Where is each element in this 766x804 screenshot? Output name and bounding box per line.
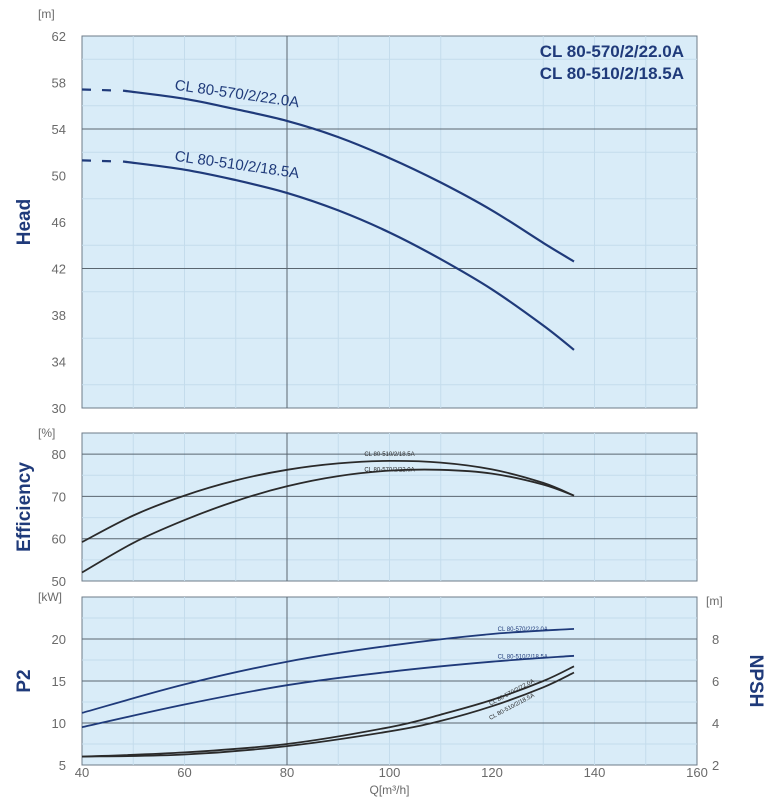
head-tick-label: 42: [52, 262, 66, 277]
npsh-tick-label: 2: [712, 758, 719, 773]
head-tick-label: 34: [52, 355, 66, 370]
p2-curve-1-label: CL 80-570/2/22.0A: [498, 627, 548, 633]
p2-tick-label: 10: [52, 716, 66, 731]
p2-curve-2: [81, 654, 575, 729]
npsh-tick-label: 8: [712, 632, 719, 647]
head-curve-1: [122, 89, 575, 263]
x-tick-label: 40: [75, 765, 89, 780]
head-tick-label: 58: [52, 76, 66, 91]
npsh-tick-label: 6: [712, 674, 719, 689]
head-curve-2-extrapolation: [81, 159, 122, 163]
efficiency-tick-label: 50: [52, 574, 66, 589]
x-tick-label: 120: [481, 765, 503, 780]
x-tick-label: 80: [280, 765, 294, 780]
p2-axis-label: P2: [14, 669, 35, 692]
efficiency-tick-label: 80: [52, 447, 66, 462]
x-tick-label: 100: [379, 765, 401, 780]
efficiency-curve-1: [81, 459, 575, 543]
x-tick-label: 60: [177, 765, 191, 780]
npsh-axis-label: NPSH: [745, 655, 766, 708]
p2-tick-label: 15: [52, 674, 66, 689]
efficiency-curve-2: [81, 468, 575, 574]
x-tick-label: 160: [686, 765, 708, 780]
head-tick-label: 50: [52, 169, 66, 184]
chart-title-line-1: CL 80-570/2/22.0A: [540, 42, 684, 61]
efficiency-axis-label: Efficiency: [14, 462, 35, 552]
head-axis-label: Head: [14, 199, 35, 245]
p2-tick-label: 20: [52, 632, 66, 647]
efficiency-unit-label: [%]: [38, 426, 55, 440]
npsh-tick-label: 4: [712, 716, 719, 731]
head-unit-label: [m]: [38, 7, 55, 21]
x-axis-label: Q[m³/h]: [369, 783, 409, 797]
efficiency-curve-2-label: CL 80-570/2/22.0A: [364, 468, 414, 474]
head-tick-label: 30: [52, 401, 66, 416]
efficiency-tick-label: 70: [52, 489, 66, 504]
p2-unit-label: [kW]: [38, 590, 62, 604]
head-tick-label: 46: [52, 215, 66, 230]
p2-tick-label: 5: [59, 758, 66, 773]
npsh-curve-3: [81, 665, 575, 758]
p2-curve-2-label: CL 80-510/2/18.5A: [498, 655, 548, 661]
efficiency-tick-label: 60: [52, 532, 66, 547]
x-tick-label: 140: [584, 765, 606, 780]
head-tick-label: 38: [52, 308, 66, 323]
efficiency-curve-1-label: CL 80-510/2/18.5A: [364, 452, 414, 458]
head-tick-label: 54: [52, 122, 66, 137]
head-tick-label: 62: [52, 29, 66, 44]
chart-title-line-2: CL 80-510/2/18.5A: [540, 64, 684, 83]
npsh-unit-label: [m]: [706, 594, 723, 608]
npsh-curve-4: [81, 671, 575, 758]
head-curve-2: [122, 160, 575, 351]
head-curve-1-extrapolation: [81, 88, 122, 92]
p2-curve-1: [81, 628, 575, 714]
